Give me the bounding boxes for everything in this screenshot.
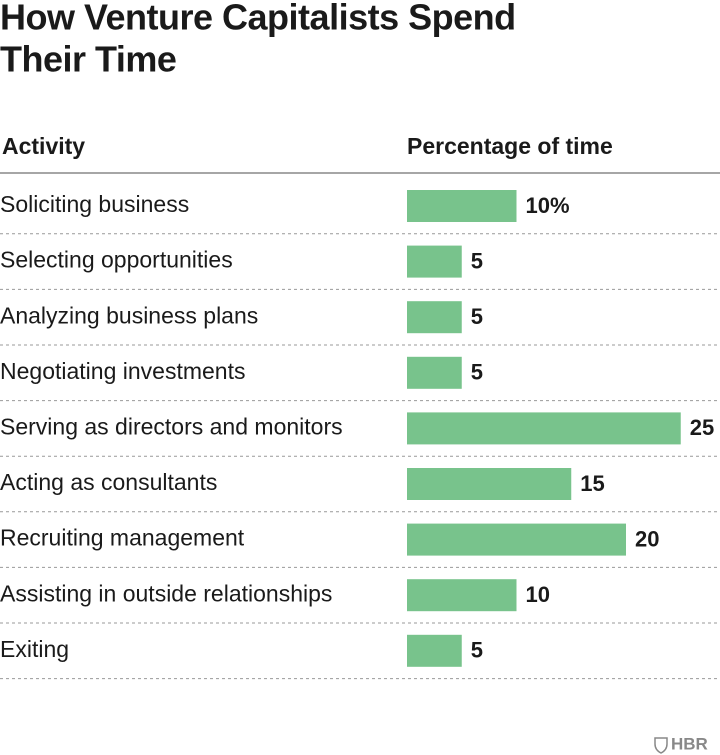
category-label: Selecting opportunities xyxy=(0,247,233,273)
value-label: 5 xyxy=(471,360,483,385)
bar xyxy=(407,412,681,445)
bar xyxy=(407,190,517,222)
value-label: 5 xyxy=(471,638,483,663)
logo-shield xyxy=(654,737,668,754)
column-header: Activity xyxy=(2,133,85,159)
source: HBR xyxy=(671,734,708,753)
value-label: 15 xyxy=(580,471,604,496)
category-label: Acting as consultants xyxy=(0,469,217,495)
value-label: 5 xyxy=(471,304,483,329)
category-label: Soliciting business xyxy=(0,191,189,217)
bar xyxy=(407,634,462,667)
bar xyxy=(407,356,462,389)
logo: HBR xyxy=(654,734,708,754)
category-label: Negotiating investments xyxy=(0,358,245,384)
bar xyxy=(407,301,462,334)
value-label: 10 xyxy=(526,582,550,607)
bar xyxy=(407,245,462,278)
column-header: Percentage of time xyxy=(407,133,613,159)
category-label: Assisting in outside relationships xyxy=(0,580,332,606)
category-label: Exiting xyxy=(0,636,69,662)
bar xyxy=(407,579,517,612)
bar xyxy=(407,468,572,500)
value-label: 20 xyxy=(635,526,659,551)
category-label: Serving as directors and monitors xyxy=(0,413,343,439)
chart-title-line-1: How Venture Capitalists Spend xyxy=(0,0,516,38)
category-label: Analyzing business plans xyxy=(0,302,258,328)
value-label: 25 xyxy=(690,415,714,440)
chart-title-line-2: Their Time xyxy=(0,39,176,80)
value-label: 5 xyxy=(471,248,483,273)
bar xyxy=(407,523,626,556)
category-label: Recruiting management xyxy=(0,525,245,551)
value-label: 10% xyxy=(526,193,570,218)
